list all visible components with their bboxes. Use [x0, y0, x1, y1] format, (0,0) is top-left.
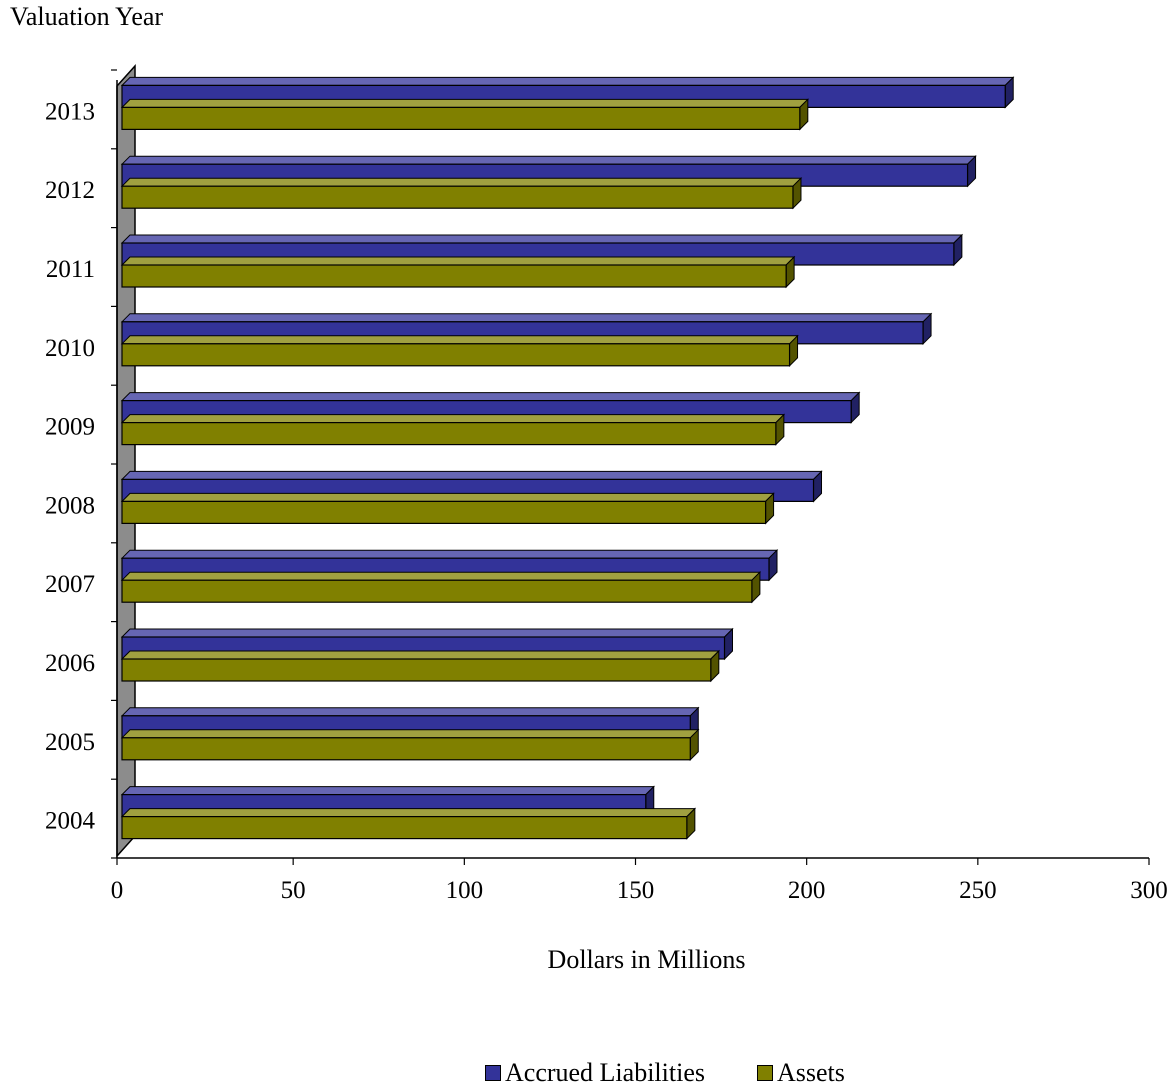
x-tick-label: 100 — [446, 877, 484, 904]
x-tick-label: 200 — [788, 877, 826, 904]
bar-assets — [121, 815, 688, 840]
legend-label-liabilities: Accrued Liabilities — [505, 1058, 705, 1087]
bar-assets — [121, 185, 794, 209]
bar-assets-top — [120, 414, 786, 424]
bar-assets — [121, 106, 801, 131]
y-tick-label: 2009 — [45, 414, 95, 441]
bar-liabilities-top — [120, 628, 734, 638]
plot-area: 0 50 100 150 200 250 300 2004 2005 2006 2007 2008 20… — [45, 64, 1168, 904]
y-axis-title: Valuation Year — [10, 2, 164, 31]
bar-assets-top — [120, 571, 762, 581]
legend-label-assets: Assets — [776, 1058, 845, 1087]
bar-assets-top — [120, 729, 700, 739]
y-tick-label: 2008 — [45, 492, 95, 519]
legend: Accrued Liabilities Assets — [485, 1058, 845, 1088]
x-tick-label: 50 — [281, 877, 306, 904]
bar-liabilities-top — [120, 155, 977, 165]
y-tick-label: 2007 — [45, 571, 95, 598]
bar-liabilities-top — [120, 786, 655, 796]
x-tick-label: 300 — [1130, 877, 1168, 904]
bar-assets — [121, 500, 767, 524]
bar-assets — [121, 264, 787, 288]
bar-assets-top — [120, 98, 810, 108]
bar-assets-top — [120, 335, 799, 345]
y-tick-label: 2006 — [45, 650, 95, 677]
bar-assets-top — [120, 256, 796, 266]
bar-assets-top — [120, 177, 803, 187]
x-tick-label: 0 — [111, 877, 124, 904]
y-tick-label: 2010 — [45, 335, 95, 362]
bar-liabilities-top — [120, 470, 823, 480]
bar-liabilities-top — [120, 707, 700, 717]
x-tick-label: 150 — [617, 877, 655, 904]
x-axis-title: Dollars in Millions — [547, 945, 746, 974]
bar-assets-top — [120, 650, 721, 660]
bar-assets — [121, 343, 791, 367]
bar-assets-top — [120, 492, 775, 502]
y-tick-label: 2005 — [45, 729, 95, 756]
x-tick-label: 250 — [959, 877, 997, 904]
bar-assets — [121, 579, 753, 603]
bar-assets — [121, 422, 777, 446]
bar-liabilities-top — [120, 234, 964, 244]
legend-swatch-liabilities — [485, 1065, 501, 1081]
legend-item-liabilities: Accrued Liabilities — [485, 1058, 705, 1088]
bar-liabilities-top — [120, 392, 861, 402]
y-tick-label: 2012 — [45, 177, 95, 204]
bar-assets — [121, 658, 712, 682]
legend-item-assets: Assets — [756, 1058, 845, 1088]
legend-swatch-assets — [756, 1065, 773, 1081]
y-tick-label: 2013 — [45, 98, 95, 125]
bar-assets-top — [120, 808, 697, 818]
y-tick-label: 2004 — [45, 808, 96, 835]
y-tick-label: 2011 — [46, 256, 95, 283]
bar-liabilities-top — [120, 76, 1015, 86]
bar-liabilities-top — [120, 549, 779, 559]
bar-liabilities-top — [120, 313, 933, 323]
bar-assets — [121, 737, 691, 761]
